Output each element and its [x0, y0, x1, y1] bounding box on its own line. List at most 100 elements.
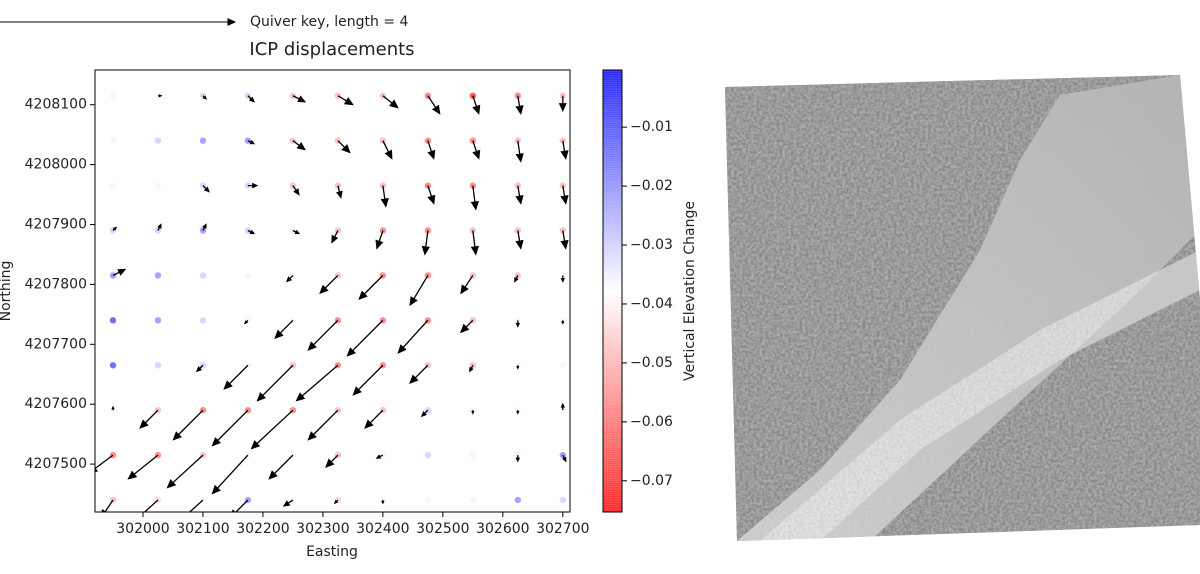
- colorbar-strip: [603, 198, 622, 201]
- colorbar-strip: [603, 500, 622, 504]
- colorbar-strip: [603, 151, 622, 155]
- colorbar-strip: [603, 410, 622, 414]
- point-color: [424, 496, 432, 504]
- colorbar-strip: [603, 129, 622, 133]
- colorbar-strip: [603, 279, 622, 283]
- point-color: [424, 272, 432, 279]
- colorbar-tick-label: −0.06: [630, 414, 673, 430]
- displacement-arrow: [292, 140, 306, 151]
- colorbar-strip: [603, 89, 622, 93]
- colorbar-strip: [603, 419, 622, 422]
- colorbar-strip: [603, 204, 622, 208]
- displacement-arrow: [562, 454, 567, 463]
- colorbar-strip: [603, 123, 622, 126]
- point-color: [289, 227, 297, 234]
- colorbar-strip: [603, 92, 622, 95]
- colorbar-tick-label: −0.05: [630, 355, 673, 371]
- colorbar-strip: [603, 357, 622, 361]
- displacement-arrow: [247, 229, 256, 235]
- displacement-arrow: [375, 454, 384, 459]
- displacement-arrow: [560, 140, 569, 160]
- colorbar-strip: [603, 379, 622, 383]
- colorbar-strip: [603, 335, 622, 338]
- displacement-arrow: [382, 140, 393, 160]
- colorbar-strip: [603, 432, 622, 436]
- point-color: [109, 362, 117, 369]
- colorbar-strip: [603, 361, 622, 365]
- colorbar-strip: [603, 182, 622, 186]
- displacement-arrow: [285, 274, 294, 283]
- colorbar-strip: [603, 408, 622, 411]
- colorbar-strip: [603, 222, 622, 226]
- x-tick-label: 302400: [356, 521, 409, 537]
- point-color: [469, 362, 477, 369]
- colorbar-strip: [603, 116, 622, 120]
- displacement-arrow: [472, 95, 481, 115]
- colorbar-strip: [603, 463, 622, 467]
- displacement-arrow: [292, 185, 300, 196]
- displacement-arrow: [111, 405, 115, 411]
- colorbar-strip: [603, 231, 622, 235]
- colorbar-strip: [603, 268, 622, 272]
- displacement-arrow: [112, 268, 127, 277]
- colorbar-strip: [603, 100, 622, 104]
- colorbar-strip: [603, 142, 622, 146]
- colorbar-strip: [603, 249, 622, 252]
- colorbar-frame: [602, 69, 623, 513]
- colorbar-strip: [603, 277, 622, 281]
- colorbar-strip: [603, 363, 622, 367]
- colorbar-strip: [603, 337, 622, 341]
- colorbar-strip: [603, 405, 622, 409]
- colorbar-strip: [603, 120, 622, 124]
- point-color: [469, 182, 477, 189]
- colorbar-strip: [603, 167, 622, 170]
- colorbar-strip: [603, 114, 622, 117]
- displacement-arrow: [516, 365, 520, 370]
- colorbar-strip: [603, 218, 622, 221]
- displacement-arrow: [515, 230, 524, 250]
- colorbar-strip: [603, 302, 622, 305]
- point-color: [469, 137, 477, 144]
- point-color: [154, 137, 162, 144]
- colorbar-strip: [603, 246, 622, 250]
- displacement-arrow: [247, 182, 259, 189]
- colorbar-strip: [603, 467, 622, 471]
- displacement-arrow: [420, 409, 429, 418]
- point-color: [469, 451, 477, 459]
- y-tick-label: 4207900: [25, 217, 87, 233]
- point-color: [109, 182, 117, 189]
- colorbar-strip: [603, 401, 622, 405]
- colorbar-strip: [603, 262, 622, 265]
- point-color: [109, 317, 117, 324]
- colorbar-strip: [603, 496, 622, 500]
- displacement-arrow: [112, 226, 118, 231]
- displacement-arrow: [157, 223, 162, 231]
- colorbar-strip: [603, 295, 622, 299]
- colorbar-strip: [603, 299, 622, 303]
- colorbar-strip: [603, 397, 622, 400]
- displacement-arrow: [202, 95, 208, 100]
- colorbar-strip: [603, 134, 622, 137]
- colorbar-strip: [603, 308, 622, 312]
- colorbar-strip: [603, 359, 622, 363]
- plot-frame: [94, 69, 571, 513]
- colorbar-strip: [603, 224, 622, 228]
- colorbar-strip: [603, 452, 622, 456]
- point-color: [199, 272, 207, 279]
- displacement-arrow: [325, 454, 339, 468]
- colorbar-strip: [603, 235, 622, 239]
- colorbar-strip: [603, 439, 622, 442]
- point-color: [154, 317, 162, 324]
- point-color: [154, 182, 162, 189]
- displacement-arrow: [514, 275, 519, 283]
- displacement-arrow: [307, 319, 339, 351]
- point-color: [154, 362, 162, 369]
- colorbar-strip: [603, 297, 622, 301]
- colorbar-strip: [603, 441, 622, 444]
- colorbar-strip: [603, 240, 622, 243]
- colorbar-strip: [603, 149, 622, 153]
- colorbar-strip: [603, 131, 622, 135]
- colorbar-strip: [603, 447, 622, 451]
- x-tick-label: 302100: [176, 521, 229, 537]
- colorbar-strip: [603, 127, 622, 131]
